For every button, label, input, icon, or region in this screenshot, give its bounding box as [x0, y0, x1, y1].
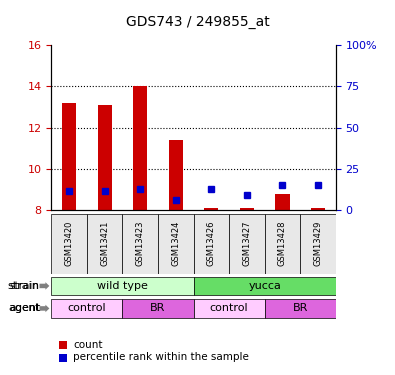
- FancyBboxPatch shape: [122, 299, 194, 318]
- Text: BR: BR: [293, 303, 308, 313]
- Text: GSM13420: GSM13420: [65, 221, 73, 266]
- FancyBboxPatch shape: [51, 214, 87, 274]
- Text: BR: BR: [150, 303, 166, 313]
- Bar: [98, 105, 112, 210]
- Bar: [169, 140, 183, 210]
- FancyBboxPatch shape: [265, 214, 300, 274]
- FancyBboxPatch shape: [122, 214, 158, 274]
- Text: GSM13426: GSM13426: [207, 221, 216, 267]
- Bar: [311, 208, 325, 210]
- Text: control: control: [210, 303, 248, 313]
- FancyBboxPatch shape: [51, 299, 122, 318]
- Bar: [275, 194, 290, 210]
- Text: GSM13423: GSM13423: [136, 221, 145, 267]
- Text: yucca: yucca: [248, 281, 281, 291]
- FancyBboxPatch shape: [87, 214, 122, 274]
- Text: agent: agent: [10, 303, 40, 313]
- FancyBboxPatch shape: [265, 299, 336, 318]
- Text: GDS743 / 249855_at: GDS743 / 249855_at: [126, 15, 269, 29]
- FancyBboxPatch shape: [229, 214, 265, 274]
- FancyBboxPatch shape: [194, 214, 229, 274]
- Text: control: control: [68, 303, 106, 313]
- Text: GSM13424: GSM13424: [171, 221, 180, 266]
- Bar: [133, 86, 147, 210]
- Text: wild type: wild type: [97, 281, 148, 291]
- Text: GSM13428: GSM13428: [278, 221, 287, 267]
- Text: count: count: [73, 340, 103, 350]
- Text: GSM13421: GSM13421: [100, 221, 109, 266]
- FancyBboxPatch shape: [194, 299, 265, 318]
- Text: GSM13429: GSM13429: [314, 221, 322, 266]
- Text: GSM13427: GSM13427: [243, 221, 251, 267]
- FancyBboxPatch shape: [194, 277, 336, 295]
- Text: strain: strain: [8, 281, 40, 291]
- FancyBboxPatch shape: [51, 277, 194, 295]
- Text: agent: agent: [8, 303, 40, 313]
- Bar: [62, 103, 76, 210]
- Bar: [204, 208, 218, 210]
- FancyBboxPatch shape: [300, 214, 336, 274]
- Text: strain: strain: [10, 281, 40, 291]
- FancyBboxPatch shape: [158, 214, 194, 274]
- Text: percentile rank within the sample: percentile rank within the sample: [73, 352, 249, 362]
- Bar: [240, 208, 254, 210]
